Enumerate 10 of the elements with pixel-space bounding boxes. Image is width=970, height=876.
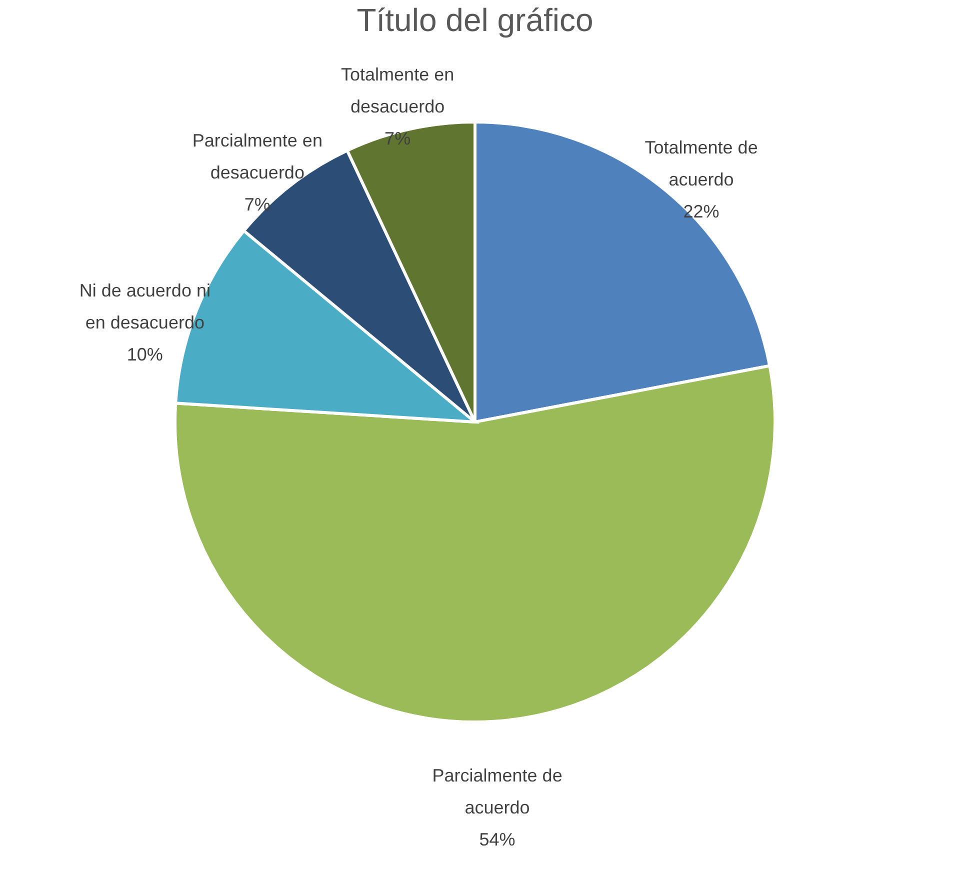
data-label: 7% [384, 128, 411, 149]
slice-label: Totalmente en desacuerdo [341, 64, 454, 117]
data-label: 54% [479, 829, 516, 850]
data-label: 10% [126, 344, 163, 364]
chart-title: Título del gráfico [356, 2, 594, 38]
slice-label: Parcialmente de acuerdo [432, 765, 562, 818]
data-label: 7% [244, 194, 270, 214]
slice-label: Parcialmente en desacuerdo [192, 130, 322, 182]
data-label: 22% [683, 201, 720, 222]
slice-label: Totalmente de acuerdo [644, 137, 758, 190]
